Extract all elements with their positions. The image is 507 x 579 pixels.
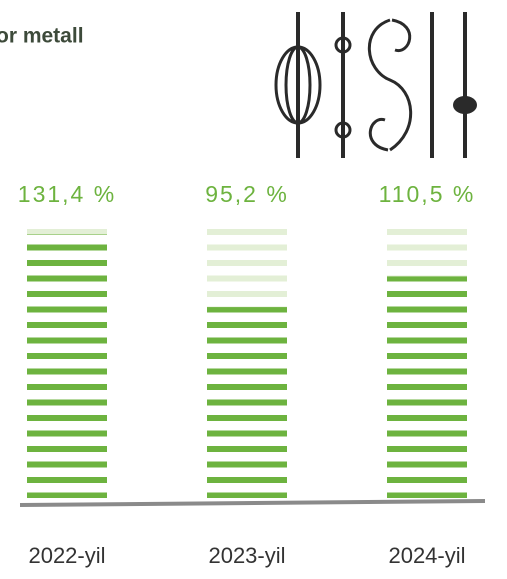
value-label: 131,4 % (18, 181, 116, 207)
bar (207, 307, 287, 498)
bar (27, 234, 107, 498)
chart-title: or metall (0, 25, 84, 48)
balusters-illustration (274, 12, 477, 158)
value-label: 95,2 % (205, 181, 289, 207)
bar (387, 276, 467, 498)
baseline (19, 499, 486, 507)
x-tick-label: 2024-yil (388, 543, 465, 568)
value-label: 110,5 % (379, 181, 476, 207)
x-tick-label: 2022-yil (28, 543, 105, 568)
x-tick-label: 2023-yil (208, 543, 285, 568)
